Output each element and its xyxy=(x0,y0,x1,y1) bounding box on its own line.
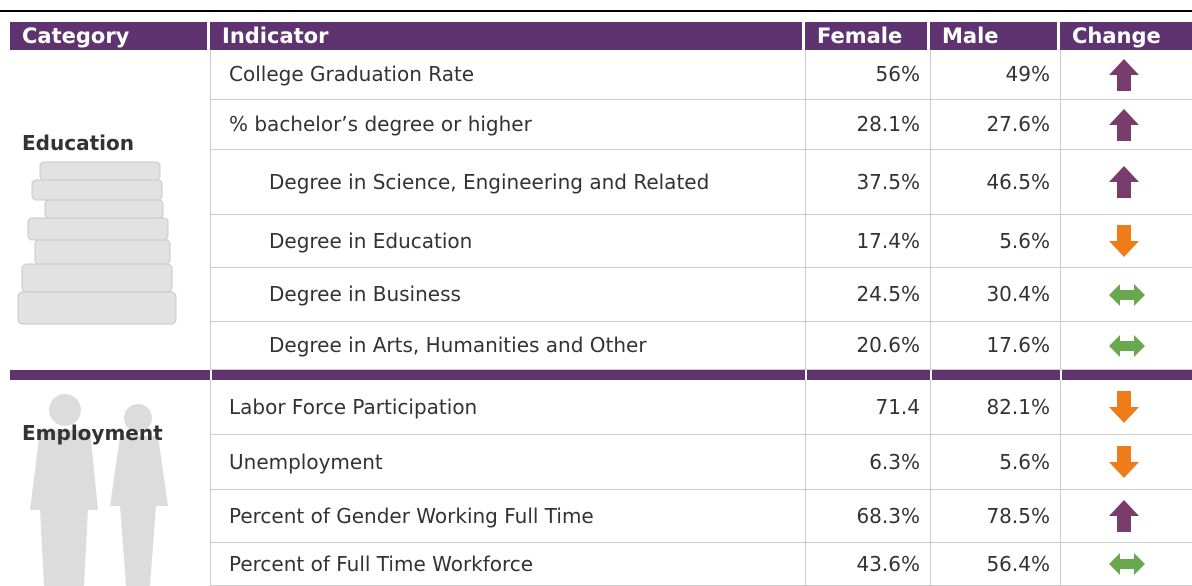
female-cell: 28.1% xyxy=(805,100,930,150)
female-cell: 43.6% xyxy=(805,543,930,586)
change-arrow xyxy=(1107,107,1147,143)
indicator-cell: Degree in Science, Engineering and Relat… xyxy=(210,150,805,215)
change-arrow xyxy=(1107,164,1147,200)
separator-gap xyxy=(1060,370,1062,380)
female-cell: 56% xyxy=(805,50,930,100)
change-cell xyxy=(1060,215,1192,268)
change-arrow xyxy=(1107,498,1147,534)
male-cell: 49% xyxy=(930,50,1060,100)
change-cell xyxy=(1060,380,1192,435)
female-cell: 6.3% xyxy=(805,435,930,490)
separator-gap xyxy=(805,370,807,380)
books-icon xyxy=(18,162,176,324)
male-cell: 46.5% xyxy=(930,150,1060,215)
top-rule xyxy=(0,10,1192,12)
male-cell: 56.4% xyxy=(930,543,1060,586)
change-arrow xyxy=(1107,546,1147,582)
change-cell xyxy=(1060,100,1192,150)
male-cell: 5.6% xyxy=(930,435,1060,490)
change-arrow xyxy=(1107,277,1147,313)
change-cell xyxy=(1060,435,1192,490)
indicator-cell: Percent of Full Time Workforce xyxy=(210,543,805,586)
header-cell: Female xyxy=(805,22,927,50)
indicator-cell: Degree in Business xyxy=(210,268,805,322)
header-cell: Change xyxy=(1060,22,1192,50)
female-cell: 68.3% xyxy=(805,490,930,543)
category-label: Education xyxy=(22,131,134,155)
separator-gap xyxy=(930,370,932,380)
female-cell: 37.5% xyxy=(805,150,930,215)
change-cell xyxy=(1060,543,1192,586)
change-arrow xyxy=(1107,223,1147,259)
indicator-cell: Percent of Gender Working Full Time xyxy=(210,490,805,543)
header-cell: Category xyxy=(10,22,207,50)
indicator-cell: Degree in Education xyxy=(210,215,805,268)
indicator-cell: Labor Force Participation xyxy=(210,380,805,435)
change-cell xyxy=(1060,490,1192,543)
change-arrow xyxy=(1107,444,1147,480)
indicator-cell: College Graduation Rate xyxy=(210,50,805,100)
male-cell: 78.5% xyxy=(930,490,1060,543)
header-cell: Indicator xyxy=(210,22,802,50)
change-cell xyxy=(1060,268,1192,322)
female-cell: 20.6% xyxy=(805,322,930,370)
male-cell: 27.6% xyxy=(930,100,1060,150)
indicator-cell: % bachelor’s degree or higher xyxy=(210,100,805,150)
change-arrow xyxy=(1107,57,1147,93)
indicator-cell: Degree in Arts, Humanities and Other xyxy=(210,322,805,370)
category-label: Employment xyxy=(22,421,163,445)
separator-gap xyxy=(210,370,212,380)
indicator-cell: Unemployment xyxy=(210,435,805,490)
male-cell: 5.6% xyxy=(930,215,1060,268)
change-arrow xyxy=(1107,328,1147,364)
change-cell xyxy=(1060,150,1192,215)
section-separator xyxy=(10,370,1192,380)
female-cell: 17.4% xyxy=(805,215,930,268)
page: CategoryIndicatorFemaleMaleChange Educati… xyxy=(0,0,1192,586)
change-arrow xyxy=(1107,389,1147,425)
change-cell xyxy=(1060,322,1192,370)
male-cell: 30.4% xyxy=(930,268,1060,322)
male-cell: 82.1% xyxy=(930,380,1060,435)
female-cell: 24.5% xyxy=(805,268,930,322)
male-cell: 17.6% xyxy=(930,322,1060,370)
header-cell: Male xyxy=(930,22,1057,50)
change-cell xyxy=(1060,50,1192,100)
female-cell: 71.4 xyxy=(805,380,930,435)
